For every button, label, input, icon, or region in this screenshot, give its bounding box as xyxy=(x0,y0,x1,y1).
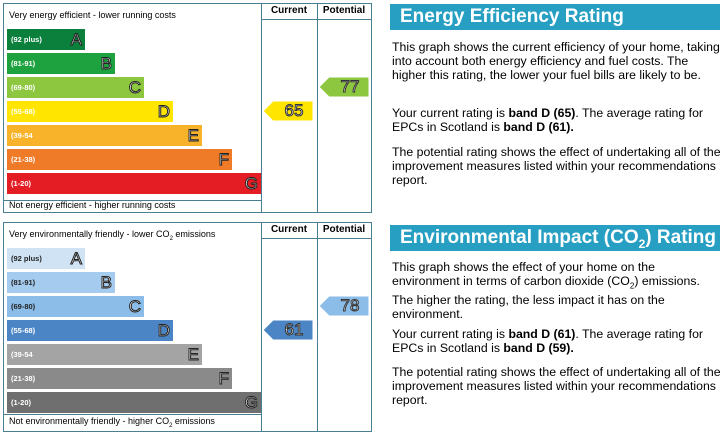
environment-rating-mid: . The average rating for EPCs in Scotlan… xyxy=(392,327,704,355)
energy-band-a: (92 plus) A xyxy=(7,29,85,50)
energy-band-range: (21-38) xyxy=(11,155,36,164)
environment-bottom-label: Not environmentally friendly - higher CO… xyxy=(9,416,215,429)
energy-efficiency-chart: Very energy efficient - lower running co… xyxy=(3,3,372,213)
environment-potential-description: The potential rating shows the effect of… xyxy=(392,365,721,407)
energy-band-letter: A xyxy=(70,30,82,50)
environment-potential-value: 78 xyxy=(340,296,360,316)
environment-band-letter: E xyxy=(187,345,199,365)
environment-potential-column-divider xyxy=(317,223,318,431)
environment-current-arrow: 61 xyxy=(263,320,313,340)
environment-band-letter: B xyxy=(100,273,112,293)
environment-band-letter: C xyxy=(128,297,141,317)
energy-band-letter: C xyxy=(128,78,141,98)
environment-band-letter: A xyxy=(70,249,82,269)
energy-potential-column-divider xyxy=(317,4,318,212)
environment-bottom-label-sub: 2 xyxy=(169,423,173,429)
energy-band-range: (1-20) xyxy=(11,179,32,188)
environment-potential-arrow-shape xyxy=(319,296,369,316)
environment-description: This graph shows the effect of your home… xyxy=(392,260,722,321)
energy-top-label: Very energy efficient - lower running co… xyxy=(9,10,176,20)
environment-rating-prefix: Your current rating is xyxy=(392,327,509,341)
environment-band-range: (21-38) xyxy=(11,374,36,383)
energy-potential-value: 77 xyxy=(340,77,360,97)
environment-current-header: Current xyxy=(261,223,317,239)
energy-band-e: (39-54 E xyxy=(7,125,202,146)
environment-title-suffix: ) Rating xyxy=(645,227,717,248)
energy-band-g: (1-20) G xyxy=(7,173,261,194)
energy-bottom-label: Not energy efficient - higher running co… xyxy=(9,200,176,210)
environment-band-range: (39-54 xyxy=(11,350,33,359)
environment-bottom-label-text: Not environmentally friendly - higher CO xyxy=(9,416,170,427)
environment-band-g: (1-20) G xyxy=(7,392,261,413)
environment-potential-header: Potential xyxy=(317,223,371,239)
energy-band-letter: B xyxy=(100,54,112,74)
environment-description-suffix: ) emissions. The higher the rating, the … xyxy=(392,274,700,322)
environment-top-label-text: Very environmentally friendly - lower CO xyxy=(9,229,170,239)
energy-band-b: (81-91) B xyxy=(7,53,115,74)
energy-band-f: (21-38) F xyxy=(7,149,232,170)
environment-band-range: (55-68) xyxy=(11,326,36,335)
energy-band-letter: E xyxy=(187,126,199,146)
energy-potential-arrow: 77 xyxy=(319,77,369,97)
environment-bottom-label-suffix: emissions xyxy=(172,416,215,427)
environment-band-d: (55-68) D xyxy=(7,320,173,341)
environment-current-rating-text: Your current rating is band D (61). The … xyxy=(392,327,722,355)
energy-current-rating-text: Your current rating is band D (65). The … xyxy=(392,106,722,134)
environment-current-column-divider xyxy=(261,223,262,431)
energy-band-d: (55-68) D xyxy=(7,101,173,122)
energy-rating-title: Energy Efficiency Rating xyxy=(390,4,720,30)
energy-band-range: (92 plus) xyxy=(11,35,42,44)
energy-potential-description: The potential rating shows the effect of… xyxy=(392,145,721,187)
energy-current-arrow: 65 xyxy=(263,101,313,121)
energy-band-c: (69-80) C xyxy=(7,77,144,98)
environment-band-range: (69-80) xyxy=(11,302,36,311)
environment-title-text: Environmental Impact (CO xyxy=(400,227,639,248)
energy-potential-arrow-shape xyxy=(319,77,369,97)
environment-rating-title: Environmental Impact (CO2) Rating xyxy=(390,225,720,251)
environment-band-letter: F xyxy=(218,369,229,389)
energy-current-column-divider xyxy=(261,4,262,212)
energy-band-range: (39-54 xyxy=(11,131,33,140)
energy-band-range: (81-91) xyxy=(11,59,36,68)
environment-band-letter: G xyxy=(244,393,258,413)
energy-rating-prefix: Your current rating is xyxy=(392,106,509,120)
environment-band-range: (1-20) xyxy=(11,398,32,407)
environment-current-arrow-shape xyxy=(263,320,313,340)
energy-bottom-divider xyxy=(4,200,261,201)
environment-band-e: (39-54 E xyxy=(7,344,202,365)
energy-band-range: (69-80) xyxy=(11,83,36,92)
environment-top-label-sub: 2 xyxy=(169,235,173,242)
energy-current-value: 65 xyxy=(284,101,304,121)
energy-potential-header: Potential xyxy=(317,4,371,20)
environment-band-range: (92 plus) xyxy=(11,254,42,263)
energy-rating-band: band D (65) xyxy=(508,106,576,120)
environment-band-a: (92 plus) A xyxy=(7,248,85,269)
environment-description-sub: 2 xyxy=(629,281,635,291)
environment-description-text: This graph shows the effect of your home… xyxy=(392,260,655,288)
energy-band-range: (55-68) xyxy=(11,107,36,116)
energy-band-letter: G xyxy=(244,174,258,194)
environment-bottom-divider xyxy=(4,414,261,415)
environment-band-b: (81-91) B xyxy=(7,272,115,293)
energy-current-arrow-shape xyxy=(263,101,313,121)
environment-band-f: (21-38) F xyxy=(7,368,232,389)
environment-top-label: Very environmentally friendly - lower CO… xyxy=(9,229,215,242)
energy-rating-mid: . The average rating for EPCs in Scotlan… xyxy=(392,106,704,134)
environment-potential-arrow: 78 xyxy=(319,296,369,316)
environment-band-letter: D xyxy=(157,321,170,341)
environment-rating-band: band D (61) xyxy=(508,327,576,341)
energy-band-letter: D xyxy=(157,102,170,122)
environment-top-label-suffix: emissions xyxy=(172,229,216,239)
energy-rating-average: band D (61). xyxy=(503,120,574,134)
energy-current-header: Current xyxy=(261,4,317,20)
environment-rating-average: band D (59). xyxy=(503,341,574,355)
environment-band-c: (69-80) C xyxy=(7,296,144,317)
environment-band-range: (81-91) xyxy=(11,278,36,287)
environment-current-value: 61 xyxy=(284,320,304,340)
environmental-impact-chart: Very environmentally friendly - lower CO… xyxy=(3,222,372,432)
environment-title-sub: 2 xyxy=(638,236,646,251)
energy-band-letter: F xyxy=(218,150,229,170)
energy-description: This graph shows the current efficiency … xyxy=(392,40,720,82)
